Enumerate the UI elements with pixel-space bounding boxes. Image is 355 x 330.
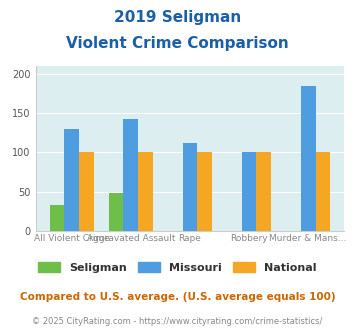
- Text: Compared to U.S. average. (U.S. average equals 100): Compared to U.S. average. (U.S. average …: [20, 292, 335, 302]
- Text: 2019 Seligman: 2019 Seligman: [114, 10, 241, 25]
- Bar: [50, 205, 64, 231]
- Text: © 2025 CityRating.com - https://www.cityrating.com/crime-statistics/: © 2025 CityRating.com - https://www.city…: [32, 317, 323, 326]
- Bar: [316, 152, 330, 231]
- Legend: Seligman, Missouri, National: Seligman, Missouri, National: [34, 258, 321, 278]
- Bar: [197, 152, 212, 231]
- Bar: [182, 143, 197, 231]
- Bar: [124, 119, 138, 231]
- Bar: [109, 192, 124, 231]
- Bar: [64, 129, 79, 231]
- Bar: [301, 86, 316, 231]
- Text: Violent Crime Comparison: Violent Crime Comparison: [66, 36, 289, 51]
- Bar: [79, 152, 94, 231]
- Bar: [138, 152, 153, 231]
- Bar: [256, 152, 271, 231]
- Bar: [242, 152, 256, 231]
